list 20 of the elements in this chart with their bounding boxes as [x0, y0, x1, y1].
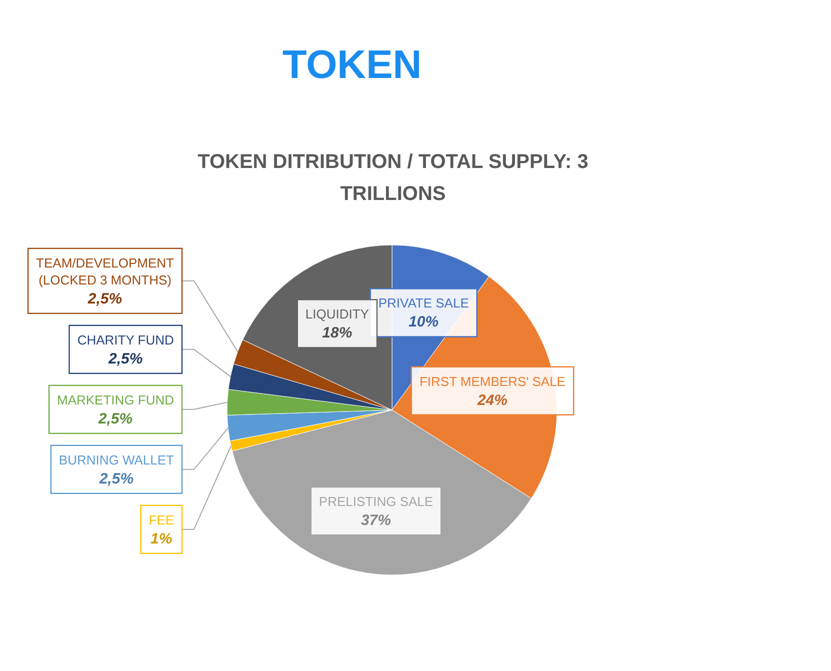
data-label: 37%: [360, 512, 392, 530]
chart-title: TOKEN: [282, 43, 422, 87]
slice-label: PRELISTING SALE: [318, 494, 434, 510]
slice-label: MARKETING FUND: [57, 392, 174, 408]
data-label: 10%: [408, 314, 439, 331]
data-label: 2,5%: [97, 410, 133, 428]
slice-label: FIRST MEMBERS' SALE: [419, 374, 566, 389]
data-label: 18%: [322, 324, 352, 342]
slice-label: TEAM/DEVELOPMENT (LOCKED 3 MONTHS): [36, 255, 174, 288]
slice-label: CHARITY FUND: [77, 332, 174, 348]
data-label: 2,5%: [108, 350, 143, 368]
data-label: 2,5%: [86, 290, 122, 308]
slice-label: LIQUIDITY: [305, 306, 370, 322]
data-label: 2,5%: [98, 470, 134, 488]
chart-subtitle: TOKEN DITRIBUTION / TOTAL SUPPLY: 3 TRILLIONS: [198, 151, 588, 205]
slice-label: BURNING WALLET: [58, 452, 174, 468]
data-label: 24%: [476, 392, 508, 409]
slice-label: PRIVATE SALE: [378, 296, 470, 311]
data-label: 1%: [150, 530, 172, 548]
slice-label: FEE: [148, 512, 174, 528]
